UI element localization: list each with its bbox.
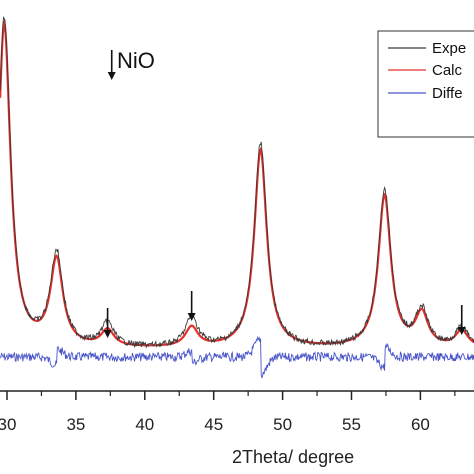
nio-arrow (457, 305, 466, 335)
difference-series-line (0, 335, 474, 379)
experimental-series-line (0, 15, 474, 349)
legend-label-calc: Calc (432, 62, 463, 79)
nio-arrow (107, 50, 116, 80)
x-tick-label-50: 50 (273, 415, 292, 434)
series-layer (0, 15, 474, 379)
legend: Expe Calc Diffe (377, 30, 474, 138)
nio-arrow (103, 308, 112, 338)
x-tick-label-45: 45 (204, 415, 223, 434)
legend-label-diffe: Diffe (432, 85, 463, 102)
x-tick-labels: 30354045505560657075 (0, 415, 430, 434)
nio-annotation: NiO (117, 48, 155, 73)
legend-box (377, 30, 474, 138)
legend-label-expe: Expe (432, 40, 466, 57)
x-tick-label-35: 35 (66, 415, 85, 434)
nio-arrow (187, 291, 196, 321)
x-tick-label-30: 30 (0, 415, 16, 434)
x-ticks (6, 391, 456, 400)
plot-area: 30354045505560657075 (0, 15, 474, 434)
x-tick-label-55: 55 (342, 415, 361, 434)
annotation-arrows (103, 50, 466, 338)
x-tick-label-40: 40 (135, 415, 154, 434)
x-axis-title: 2Theta/ degree (232, 447, 354, 467)
x-tick-label-60: 60 (411, 415, 430, 434)
